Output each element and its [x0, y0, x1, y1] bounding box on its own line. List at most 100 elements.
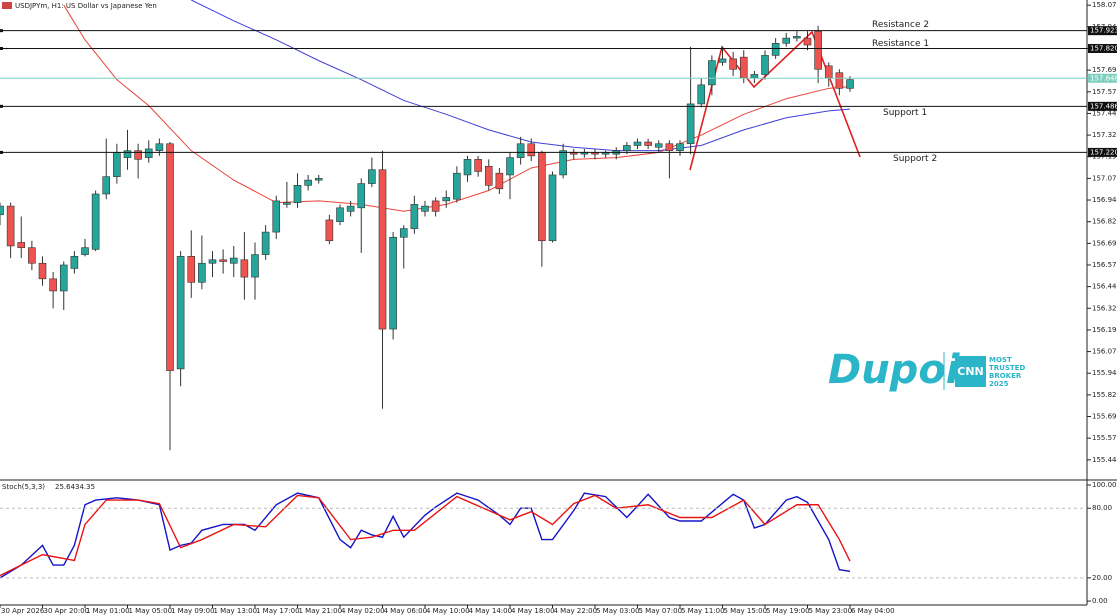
- level-price-box: [1088, 43, 1117, 53]
- level-price-box: [1088, 147, 1117, 157]
- stoch-line: [0, 494, 851, 577]
- candle-body: [346, 205, 355, 212]
- candle-body: [782, 37, 791, 44]
- candle-body: [166, 143, 174, 371]
- candle-body: [665, 143, 674, 151]
- candle-body: [814, 30, 822, 70]
- candle-body: [6, 205, 15, 247]
- candle-body: [559, 150, 567, 176]
- candle-body: [304, 179, 312, 186]
- y-tick-label: 156.820: [1092, 218, 1117, 226]
- candle-body: [251, 254, 259, 278]
- x-tick-label: 4 May 14:00: [469, 607, 513, 615]
- candle-body: [676, 143, 684, 151]
- x-tick-label: 4 May 22:00: [554, 607, 598, 615]
- x-tick-label: 30 Apr 2026: [1, 607, 45, 615]
- level-name: Support 2: [893, 154, 937, 164]
- candle-body: [516, 143, 525, 158]
- y-tick-label: 157.070: [1092, 174, 1117, 182]
- candle-body: [824, 65, 833, 79]
- y-tick-label: 156.070: [1092, 348, 1117, 356]
- level-anchor: [0, 104, 3, 108]
- x-tick-label: 1 May 05:00: [129, 607, 173, 615]
- candle-body: [835, 72, 844, 89]
- candle-body: [506, 157, 514, 176]
- candle-body: [325, 219, 334, 242]
- chart-title: USDJPYm, H1: US Dollar vs Japanese Yen: [15, 2, 157, 10]
- candle-body: [739, 56, 748, 79]
- candle-body: [198, 262, 206, 283]
- tagline: 2025: [989, 380, 1009, 388]
- x-tick-label: 4 May 06:00: [384, 607, 428, 615]
- candle-body: [399, 228, 408, 238]
- candle-body: [134, 150, 142, 160]
- candle-body: [155, 143, 164, 151]
- candle-body: [750, 74, 759, 79]
- price-pane: [0, 0, 854, 451]
- x-tick-label: 1 May 13:00: [214, 607, 258, 615]
- level-price: 157.220: [1090, 148, 1117, 156]
- candle-body: [378, 169, 387, 330]
- candle-body: [527, 143, 536, 157]
- x-tick-label: 5 May 11:00: [681, 607, 725, 615]
- stoch-pane: [0, 492, 851, 579]
- candle-body: [846, 79, 854, 89]
- level-anchor: [0, 29, 3, 33]
- candle-body: [208, 259, 217, 264]
- candle-body: [17, 242, 26, 248]
- y-tick-label: 157.570: [1092, 88, 1117, 96]
- candle-body: [283, 202, 291, 205]
- y-tick-label: 155.695: [1092, 413, 1117, 421]
- x-tick-label: 1 May 09:00: [171, 607, 215, 615]
- candle-body: [697, 84, 706, 105]
- current-price-box: [1088, 73, 1117, 83]
- brand-logo: Dupoin CNN MOST TRUSTED BROKER 2025: [828, 347, 1025, 393]
- candle-body: [219, 259, 227, 262]
- y-tick-label: 0.00: [1092, 597, 1108, 605]
- current-price: 157.648: [1090, 74, 1117, 82]
- tagline: BROKER: [989, 372, 1022, 380]
- candle-body: [442, 197, 451, 202]
- x-tick-label: 5 May 23:00: [809, 607, 853, 615]
- x-tick-label: 1 May 17:00: [256, 607, 300, 615]
- y-tick-label: 157.320: [1092, 131, 1117, 139]
- badge: CNN: [957, 365, 984, 378]
- y-tick-label: 158.070: [1092, 1, 1117, 9]
- candle-body: [368, 169, 376, 184]
- tagline: MOST: [989, 356, 1012, 364]
- candle-body: [421, 205, 429, 212]
- y-tick-label: 156.570: [1092, 261, 1117, 269]
- y-tick-label: 100.00: [1092, 481, 1117, 489]
- x-tick-label: 6 May 04:00: [851, 607, 895, 615]
- candle-body: [633, 141, 642, 146]
- level-price-box: [1088, 26, 1117, 36]
- x-tick-label: 5 May 07:00: [639, 607, 683, 615]
- level-anchor: [0, 46, 3, 50]
- candle-body: [28, 247, 36, 264]
- candle-body: [123, 150, 132, 158]
- stoch-line: [0, 492, 851, 579]
- candle-body: [623, 145, 631, 151]
- x-tick-label: 4 May 02:00: [341, 607, 385, 615]
- candle-body: [293, 185, 302, 203]
- y-tick-label: 157.695: [1092, 66, 1117, 74]
- candle-body: [453, 172, 461, 200]
- x-tick-label: 4 May 18:00: [511, 607, 555, 615]
- x-tick-label: 5 May 15:00: [724, 607, 768, 615]
- candle-body: [484, 165, 493, 186]
- y-tick-label: 156.445: [1092, 283, 1117, 291]
- candle-body: [59, 264, 68, 292]
- candle-body: [70, 256, 79, 269]
- candle-body: [410, 204, 419, 229]
- candle-body: [538, 152, 546, 242]
- candle-body: [357, 183, 366, 209]
- candle-body: [81, 247, 89, 255]
- candle-body: [144, 148, 153, 158]
- y-tick-label: 157.445: [1092, 109, 1117, 117]
- x-tick-label: 5 May 03:00: [596, 607, 640, 615]
- candle-body: [431, 200, 440, 212]
- level-anchor: [0, 150, 3, 154]
- candle-body: [240, 259, 249, 278]
- candle-body: [729, 58, 737, 70]
